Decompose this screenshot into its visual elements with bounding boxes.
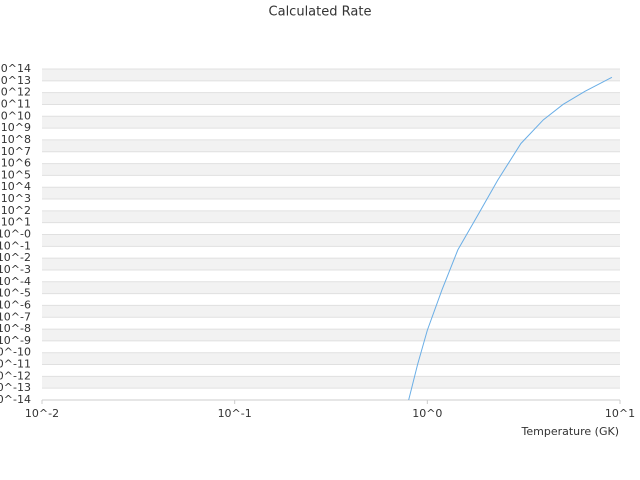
y-tick-label: 10^-5 xyxy=(0,287,31,300)
y-tick-label: 10^-11 xyxy=(0,358,31,371)
y-tick-label: 10^11 xyxy=(0,97,31,110)
grid-band xyxy=(42,163,620,176)
grid-band xyxy=(42,116,620,129)
grid-band xyxy=(42,92,620,105)
grid-band xyxy=(42,305,620,318)
grid-band xyxy=(42,139,620,152)
x-tick-label: 10^-2 xyxy=(25,407,59,420)
grid-band xyxy=(42,376,620,389)
y-tick-label: 10^1 xyxy=(1,216,31,229)
y-tick-label: 10^8 xyxy=(1,133,31,146)
grid-band xyxy=(42,234,620,247)
y-tick-label: 10^2 xyxy=(1,204,31,217)
y-tick-label: 10^4 xyxy=(1,180,31,193)
x-axis-label: Temperature (GK) xyxy=(521,425,620,438)
y-tick-label: 10^7 xyxy=(1,145,31,158)
grid-band xyxy=(42,352,620,365)
y-tick-label: 10^-8 xyxy=(0,322,31,335)
y-tick-label: 10^-10 xyxy=(0,346,31,359)
y-tick-label: 10^12 xyxy=(0,86,31,99)
x-tick-label: 10^1 xyxy=(605,407,635,420)
y-tick-label: 10^-6 xyxy=(0,298,31,311)
grid-band xyxy=(42,329,620,341)
y-tick-label: 10^-4 xyxy=(0,275,31,288)
y-tick-label: 10^-7 xyxy=(0,310,31,323)
grid-band xyxy=(42,69,620,81)
grid-band xyxy=(42,210,620,223)
y-tick-label: 10^-14 xyxy=(0,393,31,406)
y-tick-label: 10^-3 xyxy=(0,263,31,276)
y-tick-label: 10^6 xyxy=(1,157,31,170)
y-tick-label: 10^9 xyxy=(1,121,31,134)
y-tick-label: 10^3 xyxy=(1,192,31,205)
y-tick-label: 10^13 xyxy=(0,74,31,87)
y-tick-label: 10^-13 xyxy=(0,381,31,394)
y-tick-label: 10^-12 xyxy=(0,369,31,382)
grid-band xyxy=(42,258,620,270)
x-tick-label: 10^0 xyxy=(412,407,442,420)
y-tick-label: 10^-2 xyxy=(0,251,31,264)
data-line xyxy=(408,76,613,401)
y-tick-label: 10^-1 xyxy=(0,239,31,252)
y-tick-label: 10^5 xyxy=(1,168,31,181)
grid-band xyxy=(42,187,620,200)
chart-title: Calculated Rate xyxy=(269,5,372,20)
y-tick-label: 10^14 xyxy=(0,62,31,75)
y-tick-label: 10^-0 xyxy=(0,228,31,241)
y-tick-label: 10^10 xyxy=(0,109,31,122)
y-tick-label: 10^-9 xyxy=(0,334,31,347)
grid-band xyxy=(42,281,620,294)
x-tick-label: 10^-1 xyxy=(218,407,252,420)
